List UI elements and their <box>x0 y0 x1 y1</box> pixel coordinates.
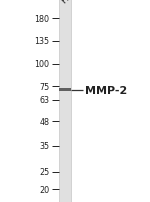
Text: 63: 63 <box>39 96 50 105</box>
Text: 20: 20 <box>39 185 50 194</box>
Text: MMP-2: MMP-2 <box>85 85 128 95</box>
Bar <box>59 88 71 92</box>
Text: 75: 75 <box>39 82 50 91</box>
Text: 35: 35 <box>39 142 50 150</box>
Text: HT1080: HT1080 <box>59 0 90 5</box>
Text: 25: 25 <box>39 168 50 177</box>
Text: 180: 180 <box>34 15 50 23</box>
Bar <box>59 0 71 202</box>
Text: 135: 135 <box>34 37 50 46</box>
Text: 100: 100 <box>34 60 50 69</box>
Text: 48: 48 <box>39 117 50 126</box>
